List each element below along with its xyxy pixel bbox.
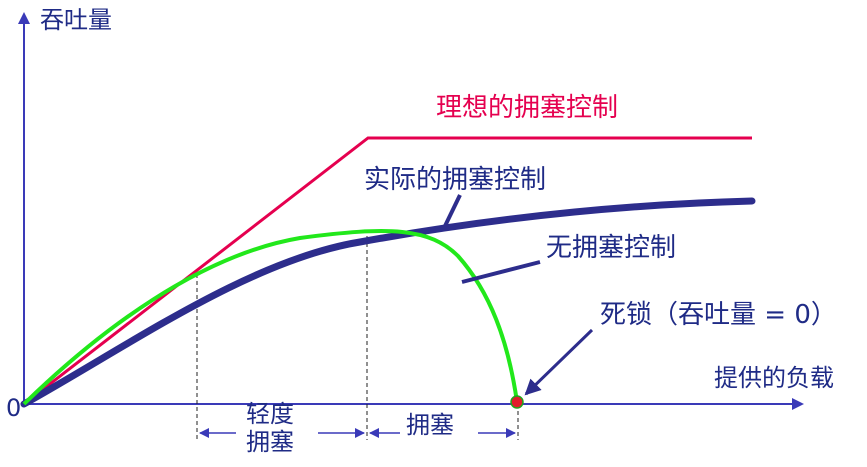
- x-axis-label: 提供的负载: [714, 364, 834, 392]
- y-axis-label: 吞吐量: [40, 6, 112, 34]
- deadlock-arrow: [524, 328, 594, 396]
- light-congestion-label: 轻度 拥塞: [246, 400, 294, 456]
- origin-label: 0: [6, 394, 22, 422]
- no-control-curve: [22, 229, 519, 406]
- congestion-label: 拥塞: [406, 411, 454, 439]
- ideal-curve: [23, 136, 752, 406]
- deadlock-point: [510, 395, 524, 409]
- deadlock-label: 死锁（吞吐量 = 0）: [600, 300, 837, 330]
- actual-pointer: [443, 194, 462, 227]
- actual-curve-label: 实际的拥塞控制: [364, 165, 547, 195]
- no-control-curve-label: 无拥塞控制: [546, 233, 677, 263]
- actual-curve: [20, 197, 756, 408]
- ideal-curve-label: 理想的拥塞控制: [436, 93, 619, 123]
- no-control-pointer: [461, 260, 541, 284]
